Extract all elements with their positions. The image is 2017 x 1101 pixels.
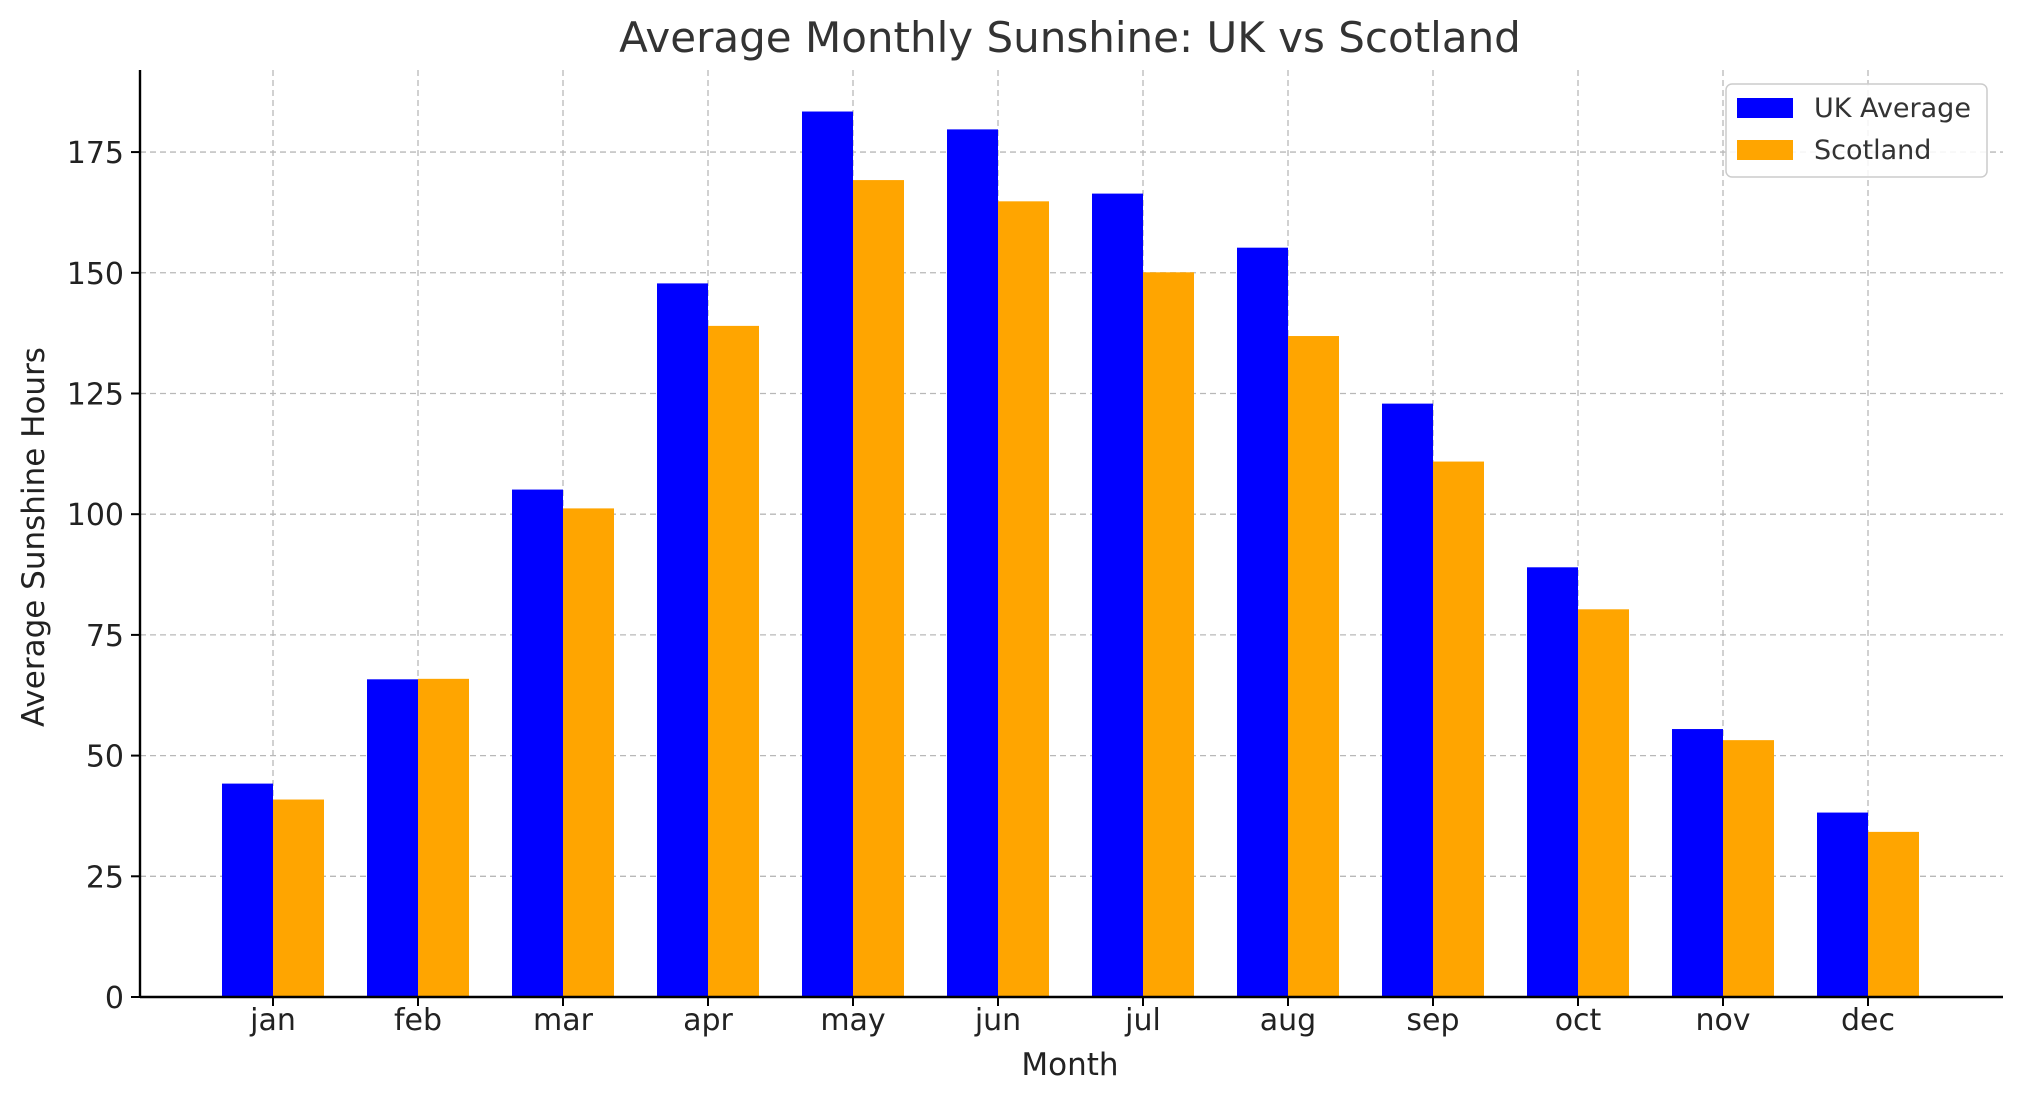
legend-swatch	[1737, 98, 1793, 118]
x-tick-label-nov: nov	[1695, 1003, 1750, 1038]
bar-uk-average-jun	[947, 129, 998, 998]
x-tick-label-may: may	[820, 1003, 885, 1038]
bar-scotland-oct	[1578, 609, 1629, 997]
bar-scotland-dec	[1868, 831, 1919, 997]
bar-scotland-may	[853, 180, 904, 998]
y-tick-label: 125	[67, 377, 124, 412]
bar-uk-average-dec	[1817, 812, 1868, 997]
chart-title: Average Monthly Sunshine: UK vs Scotland	[619, 13, 1521, 62]
bar-uk-average-oct	[1527, 567, 1578, 997]
bar-scotland-apr	[708, 325, 759, 997]
y-tick-label: 25	[86, 860, 124, 895]
x-ticks: jan feb mar apr may jun jul aug sep oct nov dec	[249, 997, 1895, 1038]
bar-scotland-sep	[1433, 461, 1484, 998]
bar-scotland-jul	[1143, 272, 1194, 997]
legend-label: Scotland	[1814, 135, 1931, 166]
bar-scotland-mar	[563, 508, 614, 997]
x-tick-label-sep: sep	[1406, 1003, 1459, 1038]
bar-uk-average-feb	[367, 679, 418, 997]
bar-scotland-jun	[998, 201, 1049, 997]
x-tick-label-feb: feb	[394, 1003, 442, 1038]
y-ticks: 0 25 50 75 100 125 150 175	[67, 136, 140, 1016]
bar-scotland-nov	[1723, 740, 1774, 997]
y-tick-label: 100	[67, 498, 124, 533]
bar-uk-average-sep	[1382, 403, 1433, 998]
x-tick-label-jun: jun	[974, 1003, 1021, 1038]
bar-uk-average-mar	[512, 489, 563, 997]
x-tick-label-jul: jul	[1124, 1003, 1161, 1038]
x-tick-label-oct: oct	[1555, 1003, 1602, 1038]
bar-uk-average-nov	[1672, 729, 1723, 997]
axes	[138, 70, 2003, 999]
legend-label: UK Average	[1814, 93, 1971, 124]
bar-scotland-feb	[418, 678, 469, 997]
bar-uk-average-jul	[1092, 193, 1143, 998]
bar-uk-average-aug	[1237, 247, 1288, 998]
bar-scotland-jan	[273, 799, 324, 997]
y-axis-label: Average Sunshine Hours	[16, 347, 52, 727]
y-tick-label: 175	[67, 136, 124, 171]
x-tick-label-jan: jan	[249, 1003, 296, 1038]
bar-uk-average-may	[802, 111, 853, 998]
bar-uk-average-apr	[657, 283, 708, 997]
legend: UK Average Scotland	[1725, 83, 1988, 178]
x-tick-label-dec: dec	[1841, 1003, 1895, 1038]
x-tick-label-mar: mar	[533, 1003, 594, 1038]
legend-swatch	[1737, 140, 1793, 160]
bars	[222, 111, 1919, 998]
bar-uk-average-jan	[222, 783, 273, 997]
bar-scotland-aug	[1288, 336, 1339, 998]
x-tick-label-apr: apr	[683, 1003, 733, 1038]
y-tick-label: 75	[86, 619, 124, 654]
x-axis-label: Month	[1021, 1047, 1118, 1083]
y-tick-label: 50	[86, 740, 124, 775]
x-tick-label-aug: aug	[1260, 1003, 1316, 1038]
y-tick-label: 150	[67, 257, 124, 292]
y-tick-label: 0	[105, 981, 124, 1016]
